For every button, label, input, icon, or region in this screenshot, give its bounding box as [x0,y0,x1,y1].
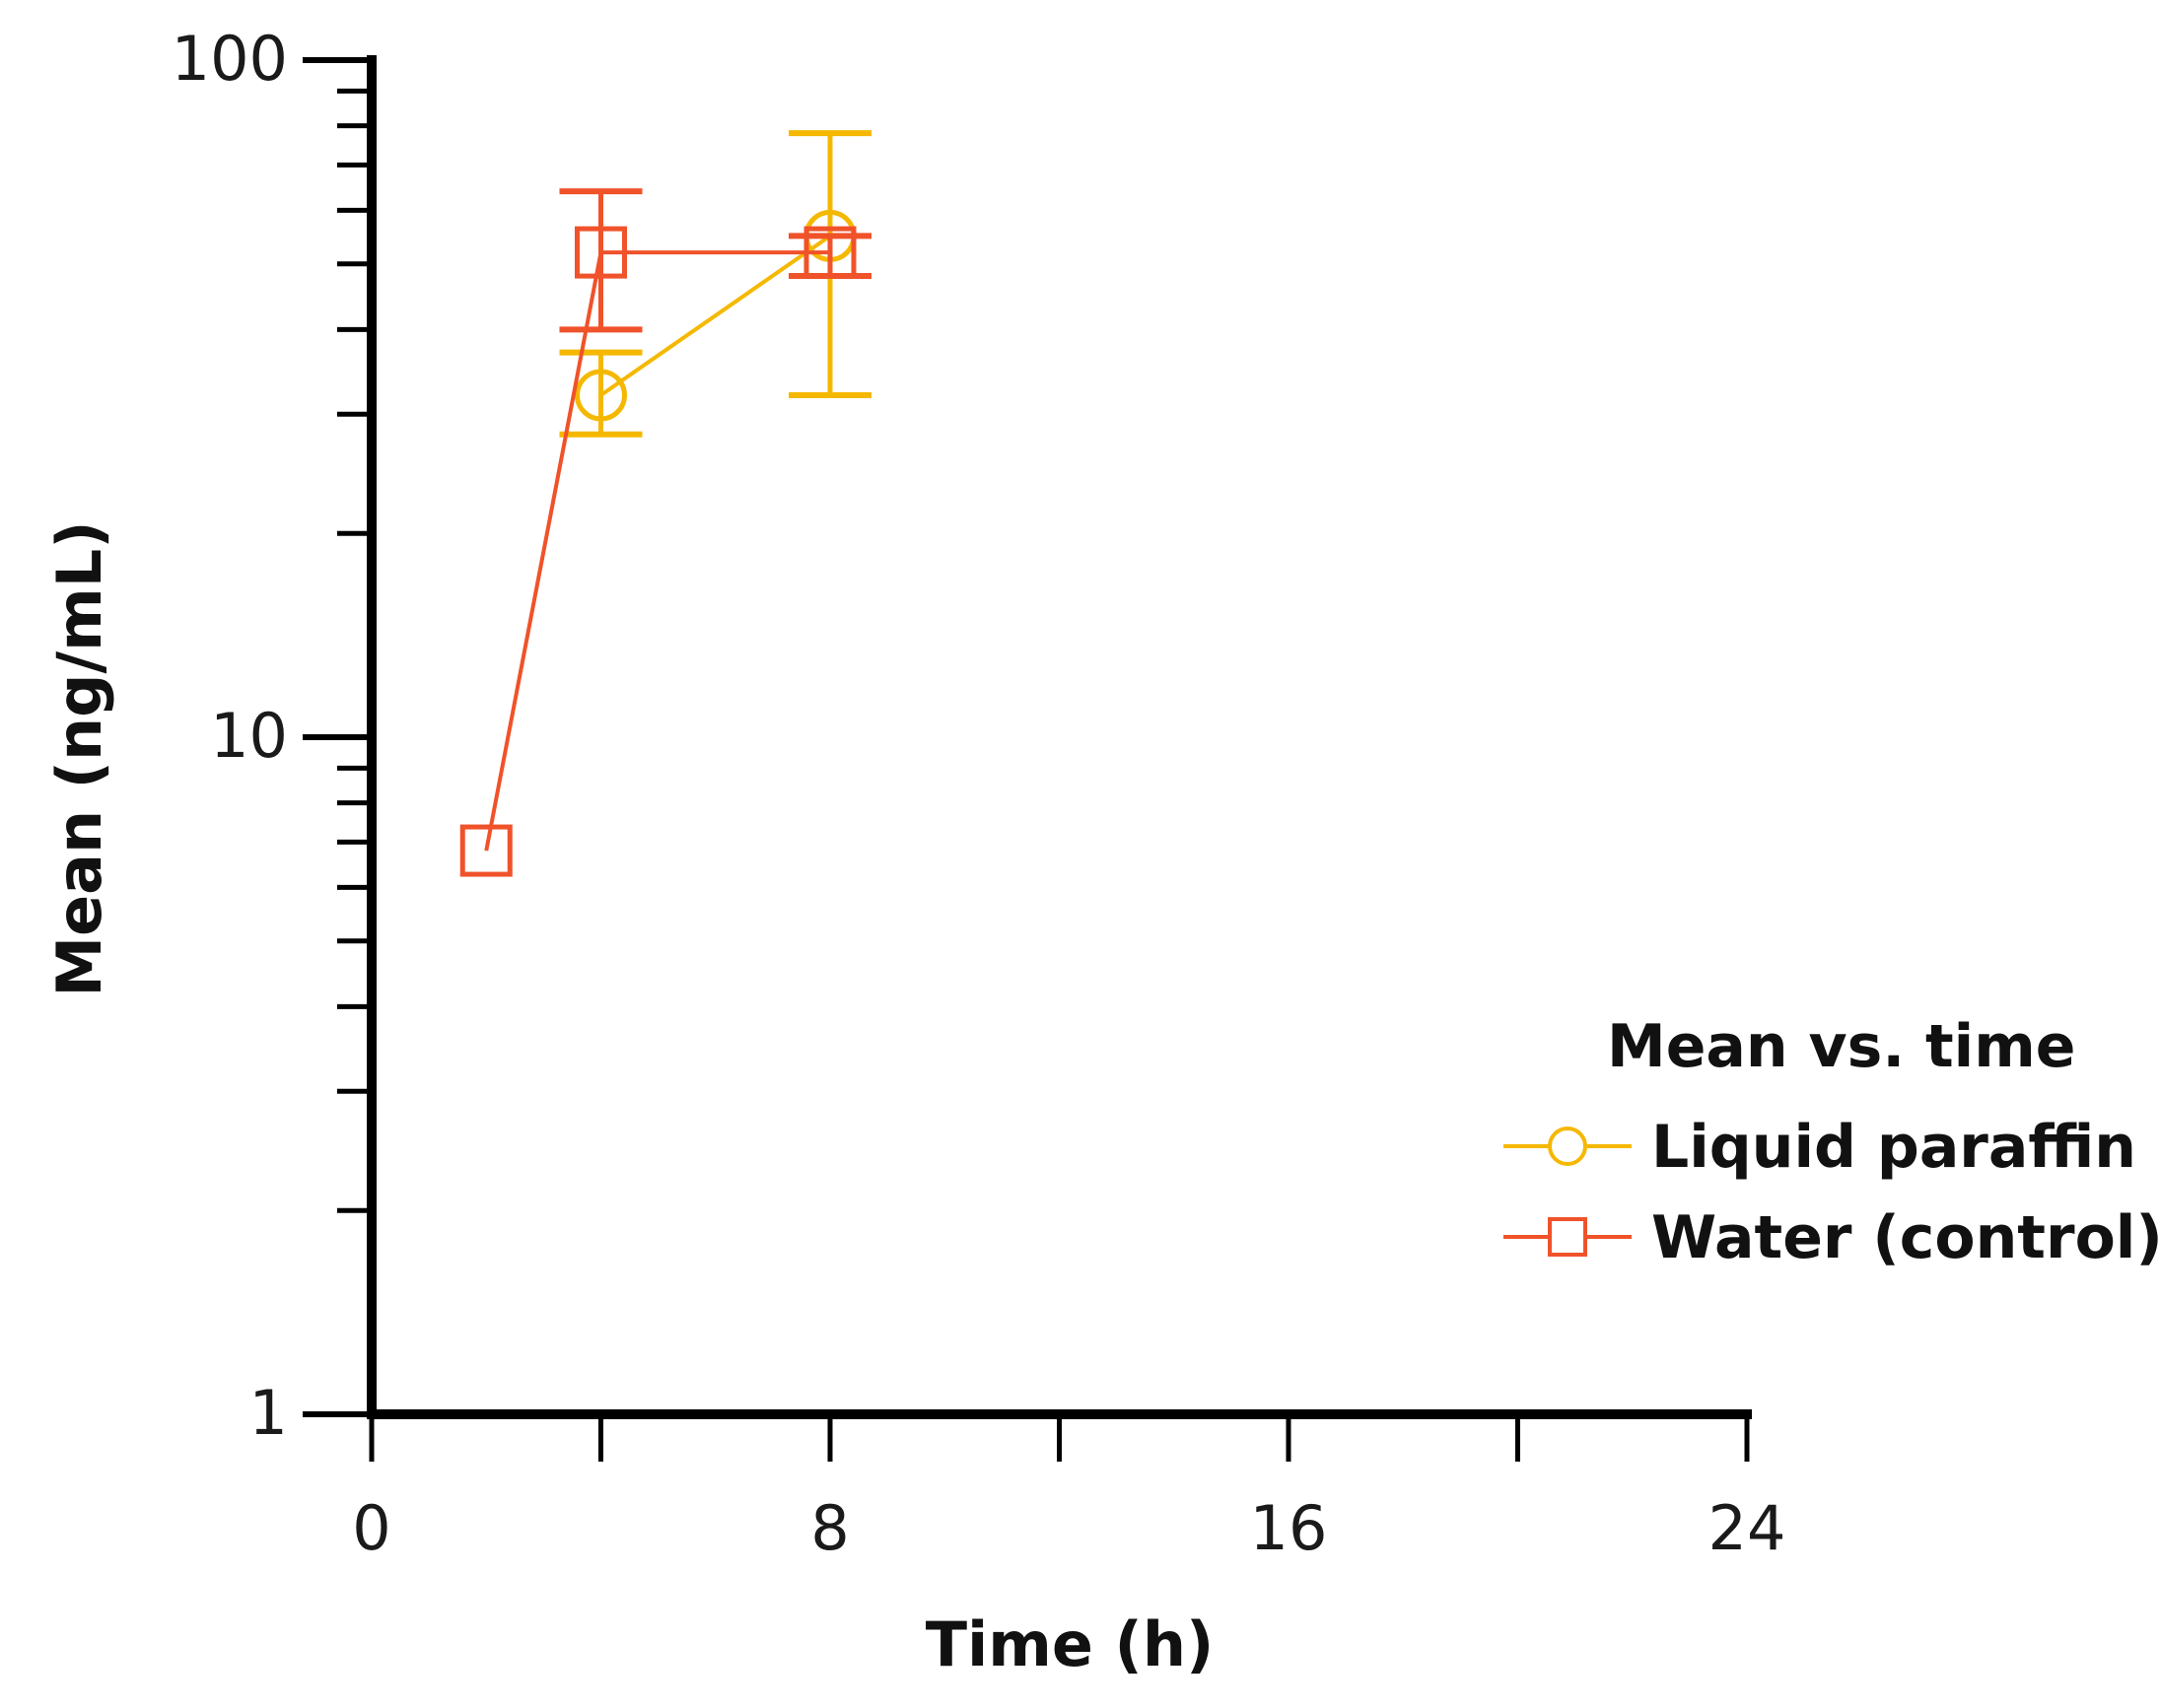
y-tick-label: 100 [172,23,288,95]
legend-title: Mean vs. time [1607,1012,2075,1081]
tick-labels: 1 10 100 0 8 16 24 [172,23,1786,1564]
y-axis-title: Mean (ng/mL) [43,520,115,996]
x-tick-label: 0 [352,1492,390,1564]
y-tick-label: 1 [249,1377,288,1449]
legend-items: Liquid paraffin Water (control) [1503,1113,2160,1272]
data-point [459,824,513,877]
legend-marker [1548,1217,1587,1257]
series-1 [559,130,871,438]
x-tick-label: 16 [1250,1492,1328,1564]
legend-label: Liquid paraffin [1651,1113,2136,1182]
y-minor-ticks [337,88,372,1213]
data-point [575,369,627,422]
legend-item: Water (control) [1503,1203,2160,1272]
x-tick-label: 24 [1708,1492,1786,1564]
series-2 [459,188,871,877]
axes [303,55,1752,1462]
series-group [459,130,871,877]
data-point [803,226,857,279]
x-axis-title: Time (h) [926,1608,1215,1680]
legend-marker [1548,1127,1587,1166]
data-point [575,226,627,279]
y-tick-label: 10 [210,700,288,772]
series-line [599,234,832,397]
legend-label: Water (control) [1651,1203,2160,1272]
x-tick-label: 8 [810,1492,849,1564]
legend: Mean vs. time Liquid paraffin Water (cont… [1503,1012,2160,1272]
legend-item: Liquid paraffin [1503,1113,2136,1182]
series-line [484,250,830,852]
